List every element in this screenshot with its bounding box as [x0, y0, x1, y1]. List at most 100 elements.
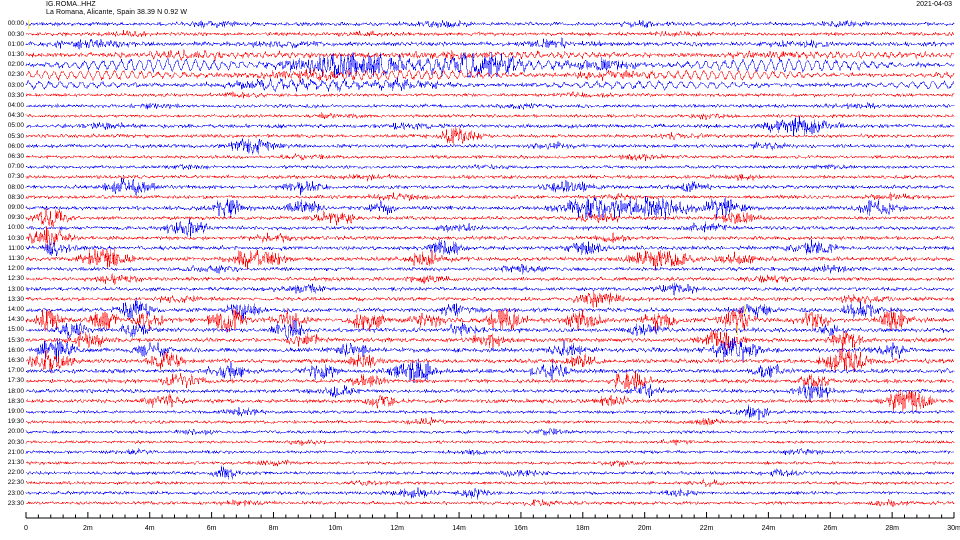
time-label-1600: 16:00	[7, 346, 24, 354]
event-marker	[27, 19, 29, 29]
seismic-trace	[25, 44, 955, 66]
station-location: La Romana, Alicante, Spain 38.39 N 0.92 …	[46, 9, 188, 16]
seismic-trace	[25, 195, 955, 220]
time-label-0000: 00:00	[7, 20, 24, 28]
seismic-trace	[25, 268, 955, 290]
x-tick-label: 8m	[268, 525, 279, 532]
time-label-1000: 10:00	[7, 224, 24, 232]
seismic-trace	[25, 176, 955, 198]
time-label-2000: 20:00	[7, 428, 24, 436]
time-label-0500: 05:00	[7, 122, 24, 130]
seismic-trace	[25, 217, 955, 239]
time-label-2230: 22:30	[7, 479, 24, 487]
x-tick-label: 24m	[761, 525, 776, 532]
seismic-trace	[25, 186, 955, 208]
time-label-0430: 04:30	[7, 112, 24, 120]
event-marker	[743, 305, 745, 315]
x-axis: 0 2m 4m 6m 8m 10m 12m 14m 16m 18m 20m 22m 24m 26m 28m 3…	[0, 512, 960, 540]
seismic-trace	[25, 84, 955, 106]
time-label-0630: 06:30	[7, 153, 24, 160]
time-label-2200: 22:00	[7, 469, 24, 477]
time-label-0830: 08:30	[7, 193, 24, 201]
seismic-trace	[25, 441, 955, 463]
seismic-trace	[25, 297, 955, 321]
seismic-trace	[25, 288, 955, 310]
x-tick-label: 26m	[823, 525, 838, 532]
time-label-0030: 00:30	[7, 30, 24, 38]
seismic-trace	[25, 482, 955, 504]
seismic-trace	[25, 207, 955, 229]
seismic-trace	[25, 64, 955, 86]
station-code: IG.ROMA..HHZ	[46, 1, 96, 8]
seismic-trace	[25, 358, 955, 384]
time-label-2130: 21:30	[7, 459, 24, 466]
seismic-trace	[25, 156, 955, 178]
time-label-1500: 15:00	[7, 326, 24, 334]
time-label-0200: 02:00	[7, 61, 24, 69]
x-tick-label: 2m	[82, 525, 93, 532]
seismic-trace	[25, 431, 955, 453]
seismic-trace	[25, 492, 955, 514]
time-label-0400: 04:00	[7, 102, 24, 109]
seismic-trace	[25, 146, 955, 168]
time-label-1900: 19:00	[7, 408, 24, 415]
time-label-1630: 16:30	[7, 357, 24, 364]
time-label-0130: 01:30	[7, 51, 24, 58]
time-label-0900: 09:00	[7, 204, 24, 211]
time-label-1830: 18:30	[7, 397, 24, 405]
x-tick-label: 28m	[885, 525, 899, 532]
time-label-1530: 15:30	[7, 336, 24, 344]
time-label-1300: 13:00	[7, 285, 24, 293]
time-label-1400: 14:00	[7, 306, 24, 313]
time-label-0530: 05:30	[7, 132, 24, 140]
time-label-0230: 02:30	[7, 71, 24, 79]
seismic-trace	[25, 278, 955, 300]
seismic-trace	[25, 307, 955, 333]
seismic-trace	[25, 348, 955, 373]
seismic-trace	[25, 13, 955, 35]
seismic-trace	[25, 125, 955, 147]
seismic-trace	[25, 52, 955, 78]
seismic-trace	[25, 226, 955, 251]
time-label-0600: 06:00	[7, 142, 24, 150]
time-label-1100: 11:00	[8, 244, 24, 252]
time-label-1230: 12:30	[7, 275, 24, 283]
time-label-0930: 09:30	[7, 214, 24, 222]
time-label-1030: 10:30	[7, 234, 24, 242]
seismic-trace	[25, 380, 955, 403]
seismic-trace	[25, 389, 955, 412]
time-label-0730: 07:30	[7, 173, 24, 181]
time-label-1330: 13:30	[7, 295, 24, 303]
seismic-trace	[25, 411, 955, 433]
time-label-2300: 23:00	[7, 489, 24, 497]
seismic-trace	[25, 401, 955, 423]
x-tick-label: 16m	[514, 525, 528, 532]
event-marker	[737, 325, 739, 335]
x-tick-label: 20m	[637, 525, 652, 532]
time-label-1200: 12:00	[7, 265, 24, 273]
time-label-0700: 07:00	[7, 163, 24, 171]
time-label-1930: 19:30	[7, 418, 24, 426]
time-label-2330: 23:30	[7, 499, 24, 507]
x-tick-label: 18m	[575, 525, 590, 532]
seismic-trace	[25, 421, 955, 443]
time-label-0330: 03:30	[7, 91, 24, 99]
seismic-trace	[25, 33, 955, 55]
seismic-trace	[25, 74, 955, 96]
time-label-1730: 17:30	[7, 377, 24, 385]
seismic-trace	[25, 247, 955, 271]
seismic-trace	[25, 370, 955, 392]
x-tick-label: 12m	[390, 525, 404, 532]
seismic-trace	[25, 328, 955, 351]
seismic-trace	[25, 452, 955, 474]
seismic-trace	[25, 237, 955, 259]
x-tick-label: 4m	[144, 525, 155, 532]
x-tick-label: 30m	[947, 525, 960, 532]
time-label-0100: 01:00	[7, 40, 24, 48]
time-label-1130: 11:30	[8, 255, 24, 262]
time-label-1800: 18:00	[7, 387, 24, 395]
x-tick-label: 22m	[699, 525, 714, 532]
x-tick-label: 14m	[452, 525, 466, 532]
seismic-trace	[25, 135, 955, 157]
time-label-1700: 17:00	[7, 367, 24, 375]
